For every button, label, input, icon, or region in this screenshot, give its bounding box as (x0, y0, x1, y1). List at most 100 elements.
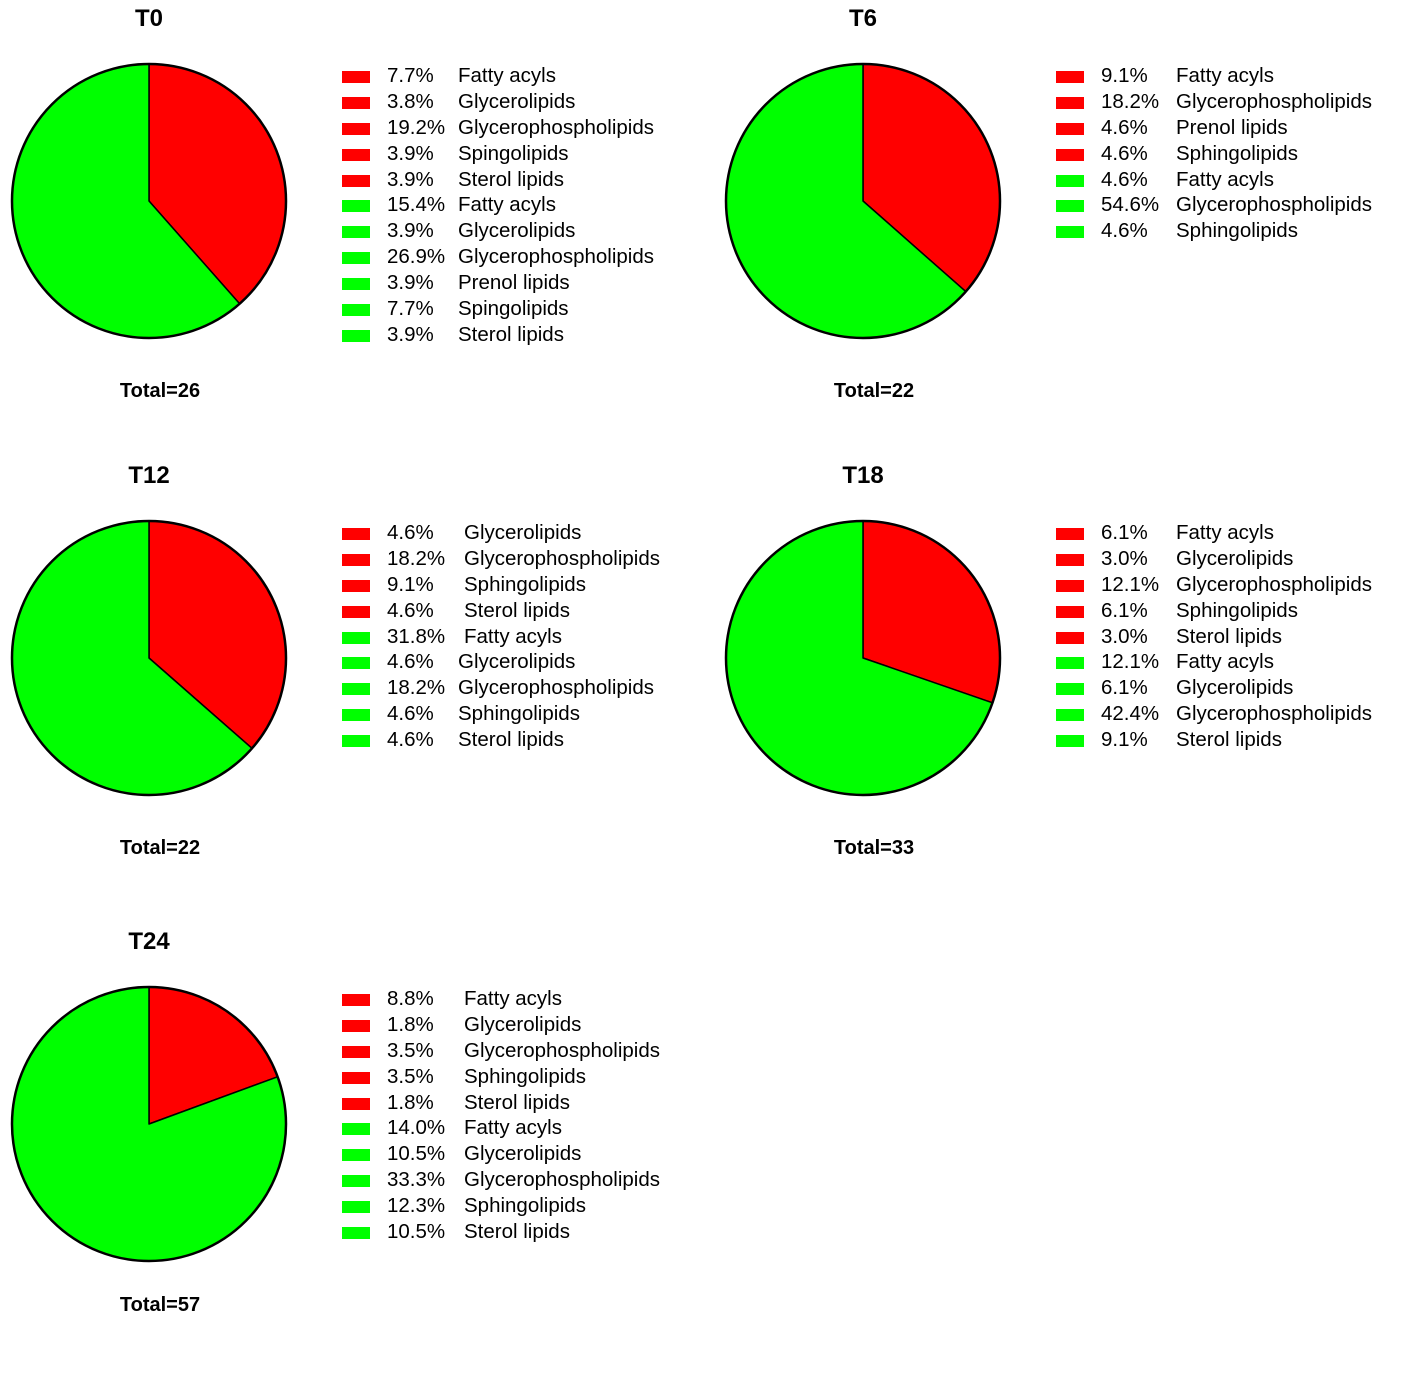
pie-chart (724, 62, 1002, 340)
pie-outline (724, 519, 1002, 797)
legend-swatch (342, 200, 370, 213)
legend-category: Fatty acyls (464, 624, 562, 648)
legend-percent: 31.8% (387, 624, 446, 648)
legend-category: Prenol lipids (458, 271, 570, 295)
legend-percent: 12.1% (1101, 650, 1160, 674)
legend-percent: 3.9% (387, 322, 434, 346)
legend-category: Glycerophospholipids (1176, 572, 1373, 596)
total-label: Total=22 (833, 380, 915, 402)
legend-percent: 9.1% (1101, 728, 1148, 752)
legend-swatch (342, 1045, 370, 1058)
legend-percent: 3.5% (387, 1038, 434, 1062)
legend-category: Sterol lipids (458, 167, 564, 191)
legend-category: Sterol lipids (458, 728, 564, 752)
legend-percent: 3.9% (387, 141, 434, 165)
legend-category: Sphingolipids (458, 702, 580, 726)
legend-percent: 7.7% (387, 297, 434, 321)
legend-percent: 18.2% (387, 676, 446, 700)
legend-swatch (342, 1123, 370, 1136)
legend-percent: 9.1% (387, 572, 434, 596)
pie-panel-t6: T6 9.1% Fatty acyls 18.2% Glycerophospholip… (714, 0, 1408, 450)
legend-category: Sphingolipids (464, 1194, 586, 1218)
legend-swatch (342, 148, 370, 161)
legend-category: Sphingolipids (464, 1064, 586, 1088)
legend-category: Spingolipids (458, 297, 569, 321)
legend-category: Fatty acyls (1176, 64, 1274, 87)
legend-swatch (342, 1019, 370, 1032)
legend-category: Sterol lipids (1176, 624, 1282, 648)
legend-category: Glycerophospholipids (1176, 89, 1373, 113)
pie-outline (10, 985, 288, 1263)
legend-swatch (342, 528, 370, 540)
legend-swatch (342, 1097, 370, 1110)
legend-category: Sphingolipids (1176, 141, 1298, 165)
legend-swatch (342, 96, 370, 109)
legend-percent: 3.9% (387, 167, 434, 191)
legend-swatch (1056, 122, 1084, 135)
legend-percent: 42.4% (1101, 702, 1160, 726)
legend-category: Sterol lipids (464, 1090, 570, 1114)
legend-swatch (342, 735, 370, 748)
legend-swatch (1056, 579, 1084, 592)
legend-percent: 1.8% (387, 1090, 434, 1114)
legend-category: Spingolipids (458, 141, 569, 165)
chart-title: T0 (134, 5, 163, 32)
legend-category: Glycerophospholipids (464, 1038, 661, 1062)
legend-percent: 3.9% (387, 271, 434, 295)
legend-swatch (342, 1227, 370, 1240)
legend-category: Glycerophospholipids (464, 546, 661, 570)
legend-percent: 18.2% (1101, 89, 1160, 113)
legend-category: Fatty acyls (458, 64, 556, 87)
pie-chart (10, 519, 288, 797)
legend-swatch (342, 71, 370, 83)
legend-category: Glycerophospholipids (458, 115, 655, 139)
legend-category: Glycerophospholipids (458, 245, 655, 269)
legend-swatch (342, 329, 370, 342)
legend-swatch (1056, 553, 1084, 566)
total-label: Total=33 (833, 837, 915, 859)
legend-percent: 4.6% (387, 650, 434, 674)
legend-swatch (1056, 735, 1084, 748)
legend-percent: 33.3% (387, 1168, 446, 1192)
legend-swatch (342, 1149, 370, 1162)
legend-swatch (342, 709, 370, 722)
legend-category: Sphingolipids (1176, 219, 1298, 243)
legend-category: Fatty acyls (1176, 167, 1274, 191)
legend-percent: 6.1% (1101, 598, 1148, 622)
legend-swatch (342, 252, 370, 265)
legend-percent: 3.0% (1101, 624, 1148, 648)
pie-chart (10, 985, 288, 1263)
legend-category: Prenol lipids (1176, 115, 1288, 139)
total-label: Total=57 (119, 1294, 201, 1316)
legend-swatch (1056, 605, 1084, 618)
legend-category: Glycerolipids (458, 650, 576, 674)
pie-panel-t24: T24 8.8% Fatty acyls 1.8% Glycerolipids 3.5%… (0, 923, 704, 1373)
legend-swatch (342, 122, 370, 135)
legend-swatch (1056, 528, 1084, 540)
legend-category: Sterol lipids (464, 598, 570, 622)
pie-outline (10, 62, 288, 340)
pie-panel-t18: T18 6.1% Fatty acyls 3.0% Glycerolipids 12.1… (714, 457, 1408, 907)
legend-category: Glycerophospholipids (1176, 702, 1373, 726)
legend-category: Glycerolipids (458, 219, 576, 243)
legend-swatch (1056, 200, 1084, 213)
legend-category: Glycerophospholipids (1176, 193, 1373, 217)
legend-swatch (342, 605, 370, 618)
legend-percent: 54.6% (1101, 193, 1160, 217)
legend-swatch (1056, 96, 1084, 109)
legend-swatch (342, 553, 370, 566)
legend-percent: 3.5% (387, 1064, 434, 1088)
legend-percent: 4.6% (387, 598, 434, 622)
legend-category: Fatty acyls (1176, 650, 1274, 674)
legend-percent: 4.6% (387, 728, 434, 752)
legend-percent: 12.3% (387, 1194, 446, 1218)
legend-percent: 15.4% (387, 193, 446, 217)
legend-category: Glycerolipids (464, 521, 582, 544)
total-label: Total=22 (119, 837, 201, 859)
legend-percent: 1.8% (387, 1012, 434, 1036)
legend-percent: 18.2% (387, 546, 446, 570)
legend-percent: 9.1% (1101, 64, 1148, 87)
legend-swatch (342, 278, 370, 291)
legend-category: Glycerolipids (464, 1012, 582, 1036)
legend-swatch (342, 683, 370, 696)
